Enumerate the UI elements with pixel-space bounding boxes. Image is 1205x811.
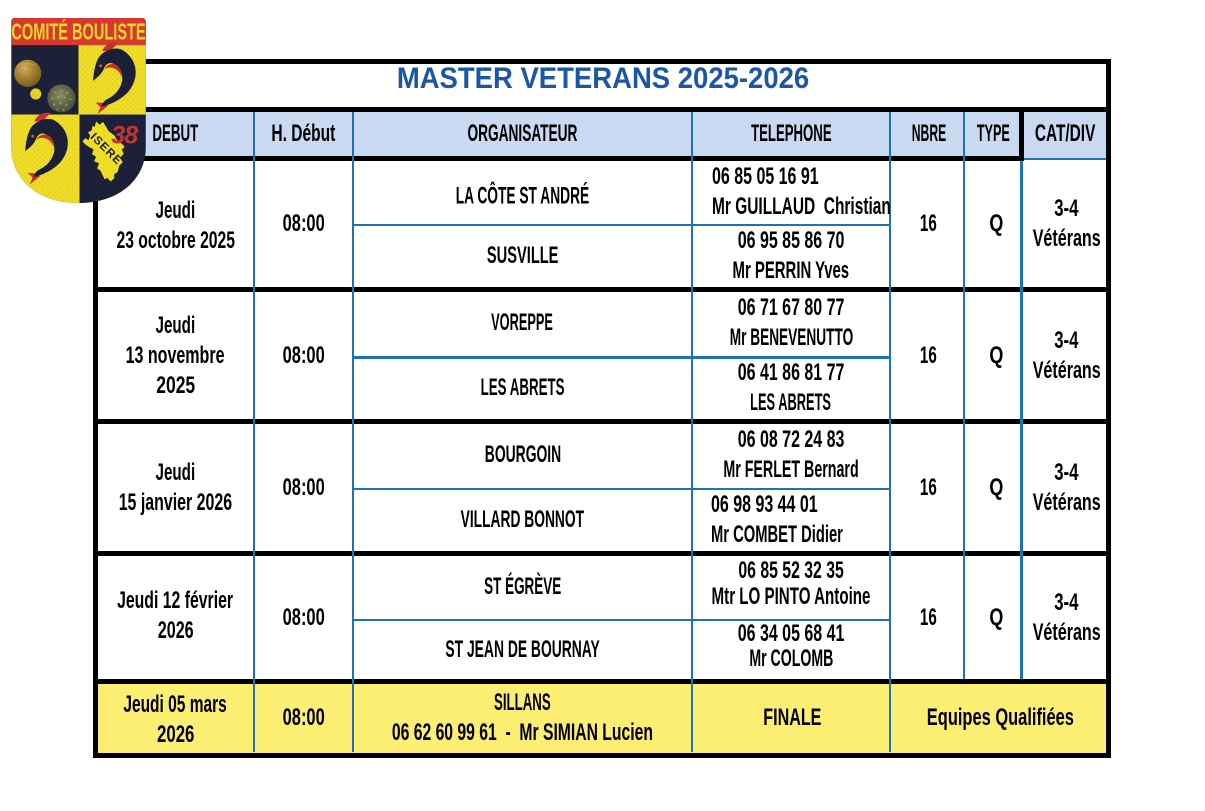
svg-text:38: 38 bbox=[111, 122, 138, 150]
svg-text:COMITÉ BOULISTE: COMITÉ BOULISTE bbox=[11, 18, 145, 46]
